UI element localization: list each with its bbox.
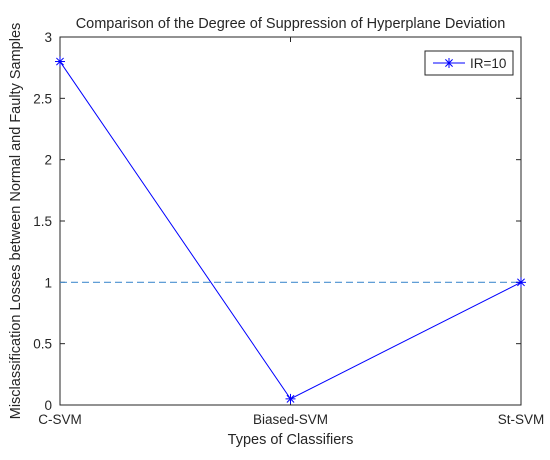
y-axis-title: Misclassification Losses between Normal … — [8, 23, 24, 420]
y-tick-label: 2 — [44, 153, 52, 168]
chart-title: Comparison of the Degree of Suppression … — [76, 16, 506, 32]
legend-label: IR=10 — [470, 56, 506, 71]
legend-marker — [444, 58, 454, 68]
axes-box — [59, 36, 522, 406]
data-point-marker — [285, 393, 296, 404]
y-tick-label: 1.5 — [33, 214, 52, 229]
data-point-marker — [55, 56, 65, 67]
data-point-marker — [516, 277, 526, 288]
x-axis-title: Types of Classifiers — [228, 432, 354, 448]
x-tick-label: Biased-SVM — [253, 412, 328, 427]
legend-marker-asterisk — [444, 58, 454, 68]
y-tick-label: 0.5 — [33, 337, 52, 352]
y-tick-label: 3 — [44, 30, 52, 45]
y-tick-label: 2.5 — [33, 91, 52, 106]
x-tick-label: C-SVM — [38, 412, 82, 427]
x-tick-label: St-SVM — [498, 412, 545, 427]
plot-area: 0 0.5 1 1.5 2 2.5 3 C-SVM Biased-SVM St-SVM — [33, 30, 544, 427]
y-tick-label: 0 — [44, 398, 52, 413]
legend: IR=10 — [424, 50, 514, 76]
y-tick-label: 1 — [44, 275, 52, 290]
